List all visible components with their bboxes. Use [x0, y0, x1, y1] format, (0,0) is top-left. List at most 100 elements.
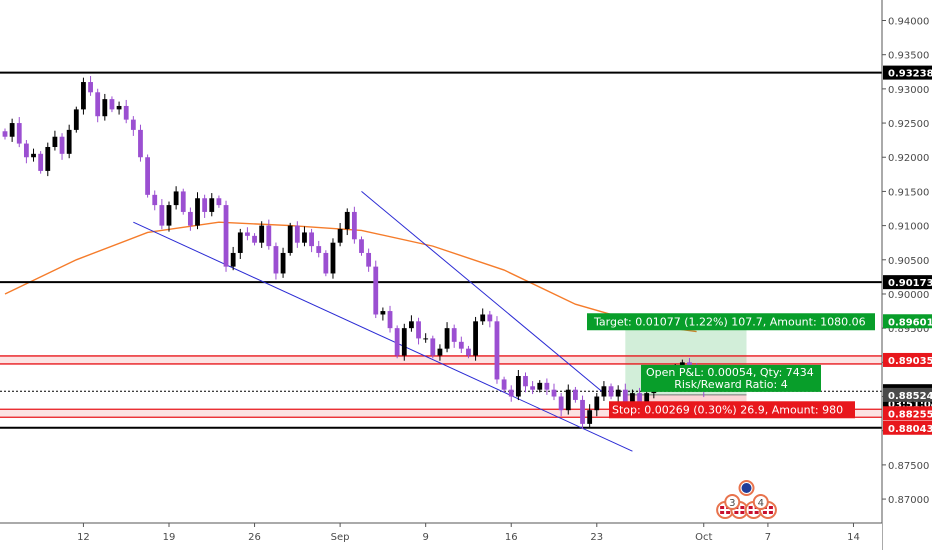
time-axis[interactable]: 12 19 26 Sep 9 16 23 Oct 7 14: [0, 522, 882, 550]
price-axis-bg: [882, 0, 932, 550]
candle: [530, 381, 536, 395]
candle: [615, 385, 621, 402]
candle-body: [145, 157, 150, 195]
candle-body: [9, 123, 15, 137]
candle-body: [530, 386, 536, 390]
pnl-label: Open P&L: 0.00054, Qty: 7434: [646, 366, 814, 379]
time-tick-label: Oct: [695, 532, 712, 543]
candle-body: [102, 99, 108, 117]
candle-body: [409, 321, 414, 329]
candle: [2, 128, 8, 140]
candle: [159, 199, 165, 230]
candle-body: [423, 338, 429, 340]
moving-average-layer: [4, 221, 697, 333]
candle-body: [294, 225, 300, 243]
pnl-label-bg: [641, 364, 821, 392]
candle: [430, 335, 436, 359]
time-tick-label: 26: [248, 532, 261, 543]
candle-body: [166, 205, 172, 226]
candle-body: [473, 321, 478, 356]
candle: [130, 116, 136, 136]
candle: [88, 76, 93, 96]
price-tag-label: 0.90173: [888, 278, 932, 289]
candle-body: [187, 211, 193, 226]
candle: [116, 101, 122, 115]
candle-body: [173, 191, 179, 206]
candle-body: [245, 232, 250, 236]
candle: [287, 222, 293, 256]
candle-body: [344, 211, 350, 230]
candle-body: [59, 136, 65, 154]
candle: [66, 124, 72, 159]
candle: [416, 317, 421, 345]
candle-body: [394, 328, 400, 356]
candle-body: [494, 321, 500, 380]
time-tick-label: 12: [77, 532, 90, 543]
candle-body: [287, 225, 293, 253]
price-tag-label: 03:51:04: [888, 399, 932, 410]
candle: [45, 142, 51, 177]
price-tick-label: 0.89500: [888, 324, 929, 335]
candle-body: [637, 393, 642, 407]
candle: [437, 344, 443, 361]
candle-body: [237, 232, 243, 253]
price-tag-label: 0.88043: [888, 424, 932, 435]
candle-body: [116, 105, 122, 110]
candle-body: [337, 229, 343, 243]
trendlines: [133, 191, 633, 452]
price-tag: [883, 420, 932, 435]
candle: [565, 384, 571, 415]
candle-body: [95, 92, 101, 117]
time-tick-label: 9: [422, 532, 428, 543]
candle: [123, 99, 129, 124]
candle-body: [16, 123, 22, 144]
candle-body: [66, 129, 72, 154]
candle: [580, 395, 585, 430]
candle-body: [622, 389, 628, 404]
price-axis[interactable]: 0.94000 0.93500 0.93000 0.92500 0.92000 0.915…: [881, 0, 932, 550]
candle: [423, 333, 429, 343]
price-tick-label: 0.91000: [888, 222, 929, 233]
candle: [494, 316, 500, 384]
price-tag-label: 0.88524: [888, 391, 932, 402]
candle: [473, 316, 478, 361]
candle: [316, 240, 322, 258]
moving-average-line: [4, 221, 697, 333]
time-tick-label: 7: [765, 532, 771, 543]
candle-body: [644, 393, 650, 407]
candle: [523, 372, 528, 393]
event-badge[interactable]: 4: [752, 494, 769, 510]
candle: [109, 96, 115, 113]
candle: [366, 248, 372, 272]
candle: [373, 260, 379, 319]
candle: [237, 228, 243, 259]
candle-body: [2, 131, 8, 137]
sr-zone: [0, 409, 882, 418]
trendline: [361, 191, 605, 394]
event-badge[interactable]: 3: [724, 494, 741, 510]
price-tick-label: 0.92500: [888, 119, 929, 130]
time-tick-label: 16: [505, 532, 518, 543]
candle: [544, 378, 550, 395]
badge-ring: [724, 494, 741, 510]
candle-body: [152, 194, 158, 206]
candle-body: [273, 246, 279, 274]
price-tag-label: 0.93238: [888, 69, 932, 80]
candle: [458, 336, 464, 354]
price-tick-label: 0.93000: [888, 85, 929, 96]
candle-body: [302, 232, 307, 243]
candle: [152, 190, 158, 211]
candle-body: [387, 311, 393, 329]
candle-body: [351, 211, 357, 240]
candle: [31, 148, 36, 162]
candle-body: [480, 314, 486, 322]
target-label-bg: [587, 313, 875, 331]
price-tag-label: 0.89035: [888, 356, 932, 367]
candle-body: [537, 382, 543, 390]
candle-body: [31, 153, 36, 158]
candle: [594, 392, 600, 417]
candle: [508, 385, 514, 402]
time-tick-label: 23: [590, 532, 603, 543]
